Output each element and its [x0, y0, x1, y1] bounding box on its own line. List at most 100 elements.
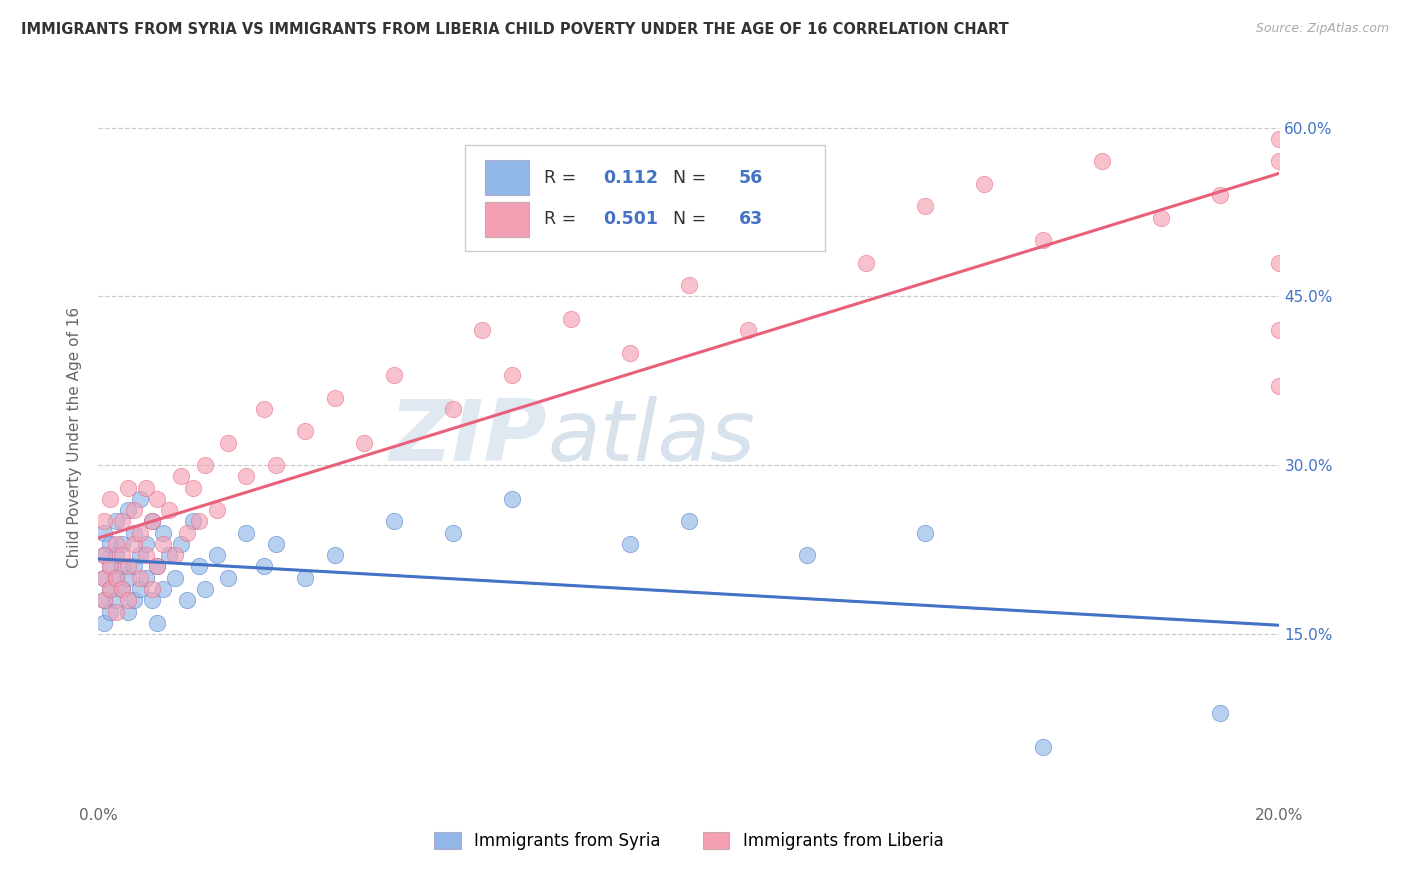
Text: N =: N =: [662, 211, 711, 228]
Point: [146, 491, 169, 506]
Point: [294, 425, 316, 439]
Point: [122, 503, 145, 517]
Point: [98, 582, 121, 596]
Point: [111, 548, 134, 562]
Point: [1268, 154, 1291, 169]
Point: [117, 593, 139, 607]
Point: [93, 548, 115, 562]
Point: [914, 525, 936, 540]
Point: [135, 548, 157, 562]
Point: [235, 525, 257, 540]
Point: [1268, 379, 1291, 393]
Point: [619, 537, 641, 551]
Point: [235, 469, 257, 483]
Point: [1209, 188, 1232, 202]
Point: [205, 548, 228, 562]
Point: [382, 515, 405, 529]
Text: R =: R =: [544, 169, 582, 186]
Point: [187, 559, 209, 574]
Point: [117, 605, 139, 619]
Point: [128, 582, 150, 596]
Point: [105, 571, 128, 585]
Point: [264, 458, 287, 473]
Point: [157, 503, 180, 517]
Point: [128, 548, 150, 562]
Legend: Immigrants from Syria, Immigrants from Liberia: Immigrants from Syria, Immigrants from L…: [427, 825, 950, 856]
Point: [128, 571, 150, 585]
Point: [323, 548, 346, 562]
Point: [165, 571, 187, 585]
Point: [855, 255, 877, 269]
Point: [187, 515, 209, 529]
Point: [146, 559, 169, 574]
Point: [111, 559, 134, 574]
Point: [176, 525, 198, 540]
Point: [105, 605, 128, 619]
Point: [105, 515, 128, 529]
Point: [98, 559, 121, 574]
Point: [122, 559, 145, 574]
Point: [205, 503, 228, 517]
Point: [217, 571, 239, 585]
Point: [141, 515, 163, 529]
Point: [105, 537, 128, 551]
Text: R =: R =: [544, 211, 582, 228]
Text: Source: ZipAtlas.com: Source: ZipAtlas.com: [1256, 22, 1389, 36]
Point: [93, 615, 115, 630]
Point: [128, 525, 150, 540]
Point: [294, 571, 316, 585]
Point: [93, 571, 115, 585]
Point: [146, 559, 169, 574]
Point: [1032, 233, 1054, 247]
Point: [914, 199, 936, 213]
Point: [122, 525, 145, 540]
Point: [98, 605, 121, 619]
Point: [122, 593, 145, 607]
Point: [353, 435, 375, 450]
Point: [253, 401, 276, 416]
Point: [323, 391, 346, 405]
Point: [141, 515, 163, 529]
FancyBboxPatch shape: [485, 161, 530, 195]
Point: [141, 582, 163, 596]
Point: [98, 491, 121, 506]
Point: [98, 559, 121, 574]
Point: [181, 481, 204, 495]
Point: [1268, 132, 1291, 146]
Text: atlas: atlas: [547, 395, 755, 479]
Point: [441, 525, 464, 540]
Point: [93, 548, 115, 562]
Point: [141, 593, 163, 607]
Point: [1209, 706, 1232, 720]
Text: N =: N =: [662, 169, 711, 186]
Text: 0.501: 0.501: [603, 211, 658, 228]
Point: [152, 537, 174, 551]
Point: [1268, 255, 1291, 269]
Point: [117, 559, 139, 574]
Point: [111, 537, 134, 551]
Point: [181, 515, 204, 529]
Point: [135, 481, 157, 495]
Point: [619, 345, 641, 359]
Point: [678, 278, 700, 293]
Point: [111, 582, 134, 596]
Point: [194, 458, 217, 473]
Point: [737, 323, 759, 337]
Point: [93, 593, 115, 607]
Point: [117, 481, 139, 495]
Point: [98, 537, 121, 551]
Text: 0.112: 0.112: [603, 169, 658, 186]
Point: [105, 548, 128, 562]
Point: [117, 503, 139, 517]
Y-axis label: Child Poverty Under the Age of 16: Child Poverty Under the Age of 16: [67, 307, 83, 567]
Point: [217, 435, 239, 450]
Point: [678, 515, 700, 529]
Point: [122, 537, 145, 551]
Point: [170, 537, 193, 551]
Point: [253, 559, 276, 574]
Point: [93, 571, 115, 585]
Point: [93, 593, 115, 607]
Text: 56: 56: [738, 169, 763, 186]
Point: [135, 537, 157, 551]
Point: [117, 571, 139, 585]
